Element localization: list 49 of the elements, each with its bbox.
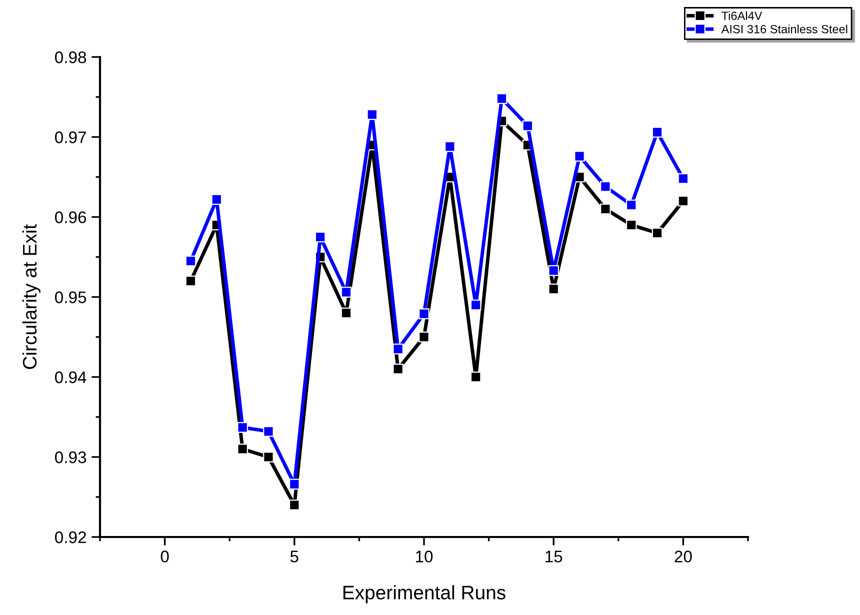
- point: [340, 286, 352, 298]
- point: [652, 228, 663, 238]
- x-tick-label: 15: [546, 550, 562, 562]
- point: [470, 372, 482, 382]
- point: [548, 265, 560, 276]
- x-tick-label: 20: [674, 550, 692, 562]
- x-tick-label: 5: [290, 550, 298, 562]
- point: [626, 200, 637, 210]
- legend-label: AISI 316 Stainless Steel: [721, 24, 848, 34]
- y-tick-label: 0.92: [55, 531, 86, 544]
- point: [392, 364, 404, 374]
- point: [237, 422, 248, 433]
- point: [366, 109, 378, 120]
- point: [263, 452, 274, 462]
- point: [185, 276, 196, 286]
- point: [211, 194, 222, 205]
- point: [314, 232, 326, 242]
- point: [600, 204, 611, 214]
- point: [678, 196, 689, 206]
- point: [522, 120, 534, 132]
- point: [652, 126, 663, 138]
- x-axis-title: Experimental Runs: [343, 585, 506, 604]
- point: [237, 444, 248, 454]
- point: [418, 308, 430, 320]
- point: [678, 173, 689, 184]
- y-tick-label: 0.93: [55, 451, 86, 464]
- point: [470, 300, 482, 310]
- point: [626, 220, 637, 230]
- y-tick-label: 0.96: [55, 211, 86, 224]
- y-tick-label: 0.95: [55, 291, 86, 304]
- point: [340, 308, 352, 318]
- legend-label: Ti6Al4V: [722, 11, 762, 20]
- y-tick-label: 0.98: [55, 51, 86, 64]
- point: [418, 332, 430, 342]
- point: [548, 284, 560, 294]
- point: [288, 500, 300, 510]
- point: [288, 478, 300, 490]
- y-axis-title: Circularity at Exit: [22, 224, 40, 369]
- point: [496, 93, 508, 104]
- x-tick-label: 10: [416, 550, 433, 562]
- point: [444, 141, 456, 152]
- point: [185, 256, 196, 266]
- point: [263, 426, 274, 437]
- x-tick-label: 0: [160, 550, 169, 562]
- point: [600, 181, 611, 192]
- y-tick-label: 0.97: [55, 131, 86, 144]
- point: [392, 344, 404, 354]
- point: [574, 150, 585, 162]
- y-tick-label: 0.94: [55, 371, 86, 384]
